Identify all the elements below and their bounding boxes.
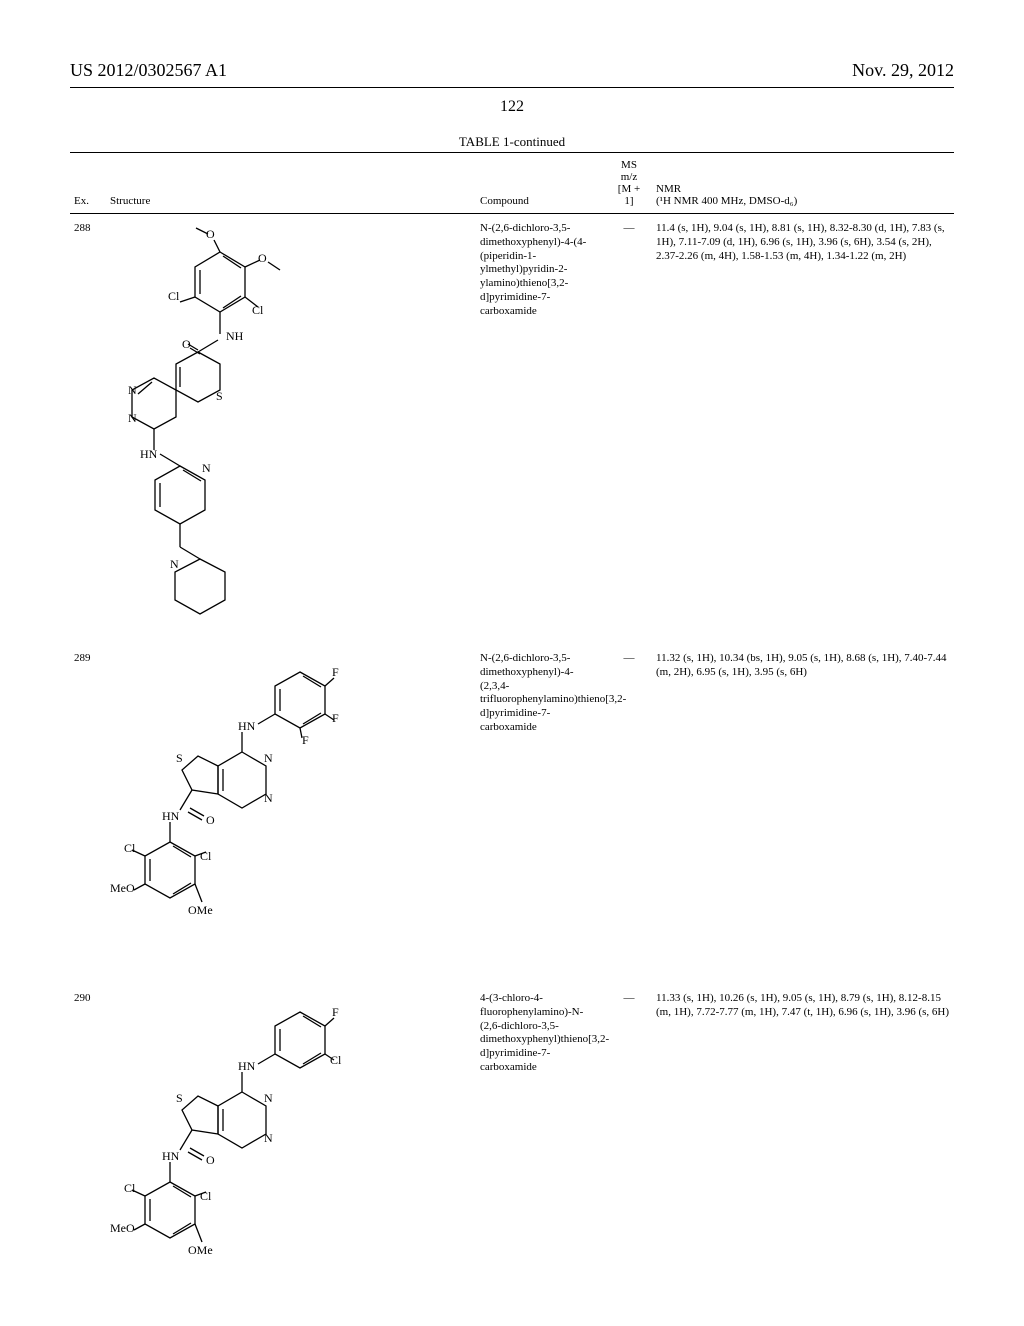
svg-text:N: N [264, 1131, 273, 1145]
table-caption: TABLE 1-continued [70, 134, 954, 150]
svg-text:O: O [206, 1153, 215, 1167]
table-head-rule [70, 213, 954, 214]
svg-text:Cl: Cl [330, 1053, 342, 1067]
col-nmr-l2: (¹H NMR 400 MHz, DMSO-d₆) [656, 195, 797, 207]
svg-text:HN: HN [162, 809, 180, 823]
svg-text:N: N [128, 411, 137, 425]
svg-text:Cl: Cl [200, 849, 212, 863]
cell-ex: 289 [70, 646, 106, 986]
cell-compound: N-(2,6-dichloro-3,5-dimethoxyphenyl)-4-(… [476, 646, 606, 986]
svg-text:Cl: Cl [124, 841, 136, 855]
svg-text:MeO: MeO [110, 1221, 135, 1235]
svg-text:S: S [176, 1091, 183, 1105]
cell-compound: 4-(3-chloro-4-fluorophenylamino)-N-(2,6-… [476, 986, 606, 1326]
svg-text:HN: HN [238, 1059, 256, 1073]
cell-ms: — [606, 986, 652, 1326]
page: US 2012/0302567 A1 Nov. 29, 2012 122 TAB… [0, 0, 1024, 1320]
cell-structure: Cl Cl O O [106, 216, 476, 646]
structure-288-icon: Cl Cl O O [110, 222, 340, 622]
svg-text:HN: HN [140, 447, 158, 461]
svg-text:F: F [332, 665, 339, 679]
svg-text:N: N [170, 557, 179, 571]
svg-text:HN: HN [238, 719, 256, 733]
svg-text:Cl: Cl [124, 1181, 136, 1195]
svg-text:N: N [202, 461, 211, 475]
cell-nmr: 11.32 (s, 1H), 10.34 (bs, 1H), 9.05 (s, … [652, 646, 954, 986]
header-rule [70, 87, 954, 88]
col-ms-l4: 1] [624, 195, 633, 207]
col-nmr-l1: NMR [656, 183, 681, 195]
cell-ex: 290 [70, 986, 106, 1326]
running-header: US 2012/0302567 A1 Nov. 29, 2012 [70, 60, 954, 81]
cell-structure: F F F HN N [106, 646, 476, 986]
table-row: 289 F F F [70, 646, 954, 986]
col-nmr: NMR (¹H NMR 400 MHz, DMSO-d₆) [652, 155, 954, 211]
structure-290-icon: F Cl HN N N [110, 992, 370, 1302]
header-right: Nov. 29, 2012 [852, 60, 954, 81]
svg-text:Cl: Cl [252, 303, 264, 317]
svg-text:F: F [332, 711, 339, 725]
col-ms-l1: MS [621, 159, 637, 171]
structure-289-icon: F F F HN N [110, 652, 370, 962]
svg-text:Cl: Cl [200, 1189, 212, 1203]
col-compound: Compound [476, 155, 606, 211]
svg-text:O: O [258, 251, 267, 265]
cell-structure: F Cl HN N N [106, 986, 476, 1326]
compound-table: Ex. Structure Compound MS m/z [M + 1] NM… [70, 155, 954, 1326]
svg-text:F: F [332, 1005, 339, 1019]
page-number: 122 [70, 98, 954, 116]
table-top-rule [70, 152, 954, 153]
col-ms: MS m/z [M + 1] [606, 155, 652, 211]
svg-text:MeO: MeO [110, 881, 135, 895]
svg-text:HN: HN [162, 1149, 180, 1163]
col-ms-l2: m/z [621, 171, 638, 183]
col-ms-l3: [M + [618, 183, 640, 195]
header-left: US 2012/0302567 A1 [70, 60, 227, 81]
svg-text:N: N [264, 751, 273, 765]
svg-text:O: O [182, 337, 191, 351]
cell-nmr: 11.4 (s, 1H), 9.04 (s, 1H), 8.81 (s, 1H)… [652, 216, 954, 646]
svg-text:NH: NH [226, 329, 244, 343]
cell-ms: — [606, 216, 652, 646]
svg-text:OMe: OMe [188, 903, 213, 917]
table-head: Ex. Structure Compound MS m/z [M + 1] NM… [70, 155, 954, 211]
svg-text:O: O [206, 813, 215, 827]
svg-text:S: S [176, 751, 183, 765]
cell-compound: N-(2,6-dichloro-3,5-dimethoxyphenyl)-4-(… [476, 216, 606, 646]
col-ex: Ex. [70, 155, 106, 211]
col-structure: Structure [106, 155, 476, 211]
svg-text:S: S [216, 389, 223, 403]
table-row: 288 Cl Cl [70, 216, 954, 646]
svg-text:OMe: OMe [188, 1243, 213, 1257]
svg-text:N: N [264, 791, 273, 805]
cell-nmr: 11.33 (s, 1H), 10.26 (s, 1H), 9.05 (s, 1… [652, 986, 954, 1326]
cell-ex: 288 [70, 216, 106, 646]
table-row: 290 F Cl [70, 986, 954, 1326]
svg-text:Cl: Cl [168, 289, 180, 303]
svg-text:N: N [264, 1091, 273, 1105]
svg-text:F: F [302, 733, 309, 747]
svg-text:N: N [128, 383, 137, 397]
